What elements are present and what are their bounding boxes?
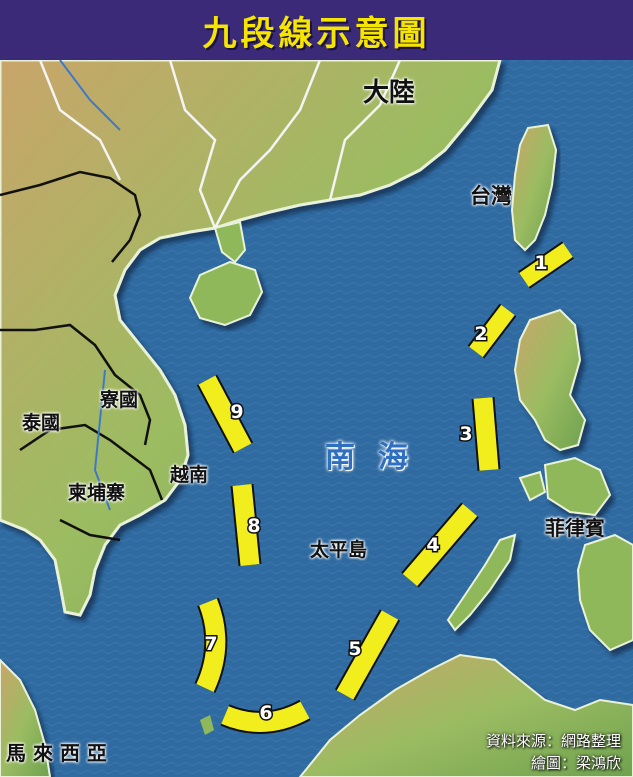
small-island [200, 715, 214, 735]
borneo-island [298, 653, 633, 777]
label-south-sea-1: 南 [325, 440, 355, 475]
dash-number-9: 9 [230, 401, 243, 423]
dash-number-2: 2 [474, 323, 487, 345]
visayas-islands [543, 456, 612, 517]
label-mainland: 大陸 [363, 78, 416, 108]
dash-number-4: 4 [426, 534, 439, 556]
mindoro-island [518, 470, 547, 502]
label-thailand: 泰國 [22, 412, 61, 434]
country-borders [0, 170, 164, 542]
malay-peninsula [0, 658, 52, 777]
dash-segment-9 [198, 375, 252, 453]
dash-segment-7 [196, 598, 226, 693]
credit-artist: 繪圖：梁鴻欣 [530, 754, 621, 772]
dash-number-3: 3 [459, 423, 472, 445]
dash-number-6: 6 [259, 702, 272, 724]
dash-number-7: 7 [204, 633, 217, 655]
map-canvas: 1 2 3 4 5 6 7 8 9 [0, 60, 633, 777]
label-south-sea-2: 海 [378, 440, 408, 475]
label-malaysia: 馬 來 西 亞 [6, 741, 107, 765]
province-borders [38, 60, 402, 229]
label-laos: 寮國 [100, 389, 139, 411]
dash-number-5: 5 [348, 638, 361, 660]
label-vietnam: 越南 [170, 464, 209, 486]
mainland-landmass [0, 60, 502, 617]
dash-segment-6 [221, 701, 310, 732]
title-bar: 九段線示意圖 [0, 0, 633, 60]
luzon-island [513, 308, 587, 452]
dash-segment-1 [519, 242, 573, 288]
label-taiping-island: 太平島 [310, 539, 368, 561]
palawan-island [446, 533, 517, 632]
dash-segment-8 [232, 484, 260, 566]
label-cambodia: 柬埔寨 [68, 482, 126, 504]
nine-dash-line: 1 2 3 4 5 6 7 8 9 [194, 241, 574, 734]
leizhou-peninsula [213, 220, 247, 264]
credit-source: 資料來源：網路整理 [485, 732, 621, 750]
dash-number-8: 8 [247, 515, 260, 537]
dash-segment-3 [473, 397, 499, 471]
taiwan-island [510, 123, 558, 252]
label-philippines: 菲律賓 [545, 516, 605, 540]
label-taiwan: 台灣 [470, 184, 512, 208]
hainan-island [188, 260, 264, 327]
dash-segment-2 [469, 304, 515, 358]
dash-segment-5 [336, 610, 399, 700]
rivers [59, 60, 121, 511]
map-title: 九段線示意圖 [202, 13, 431, 54]
dash-segment-4 [402, 503, 478, 587]
dash-number-1: 1 [534, 252, 547, 274]
mindanao-island [576, 533, 633, 652]
